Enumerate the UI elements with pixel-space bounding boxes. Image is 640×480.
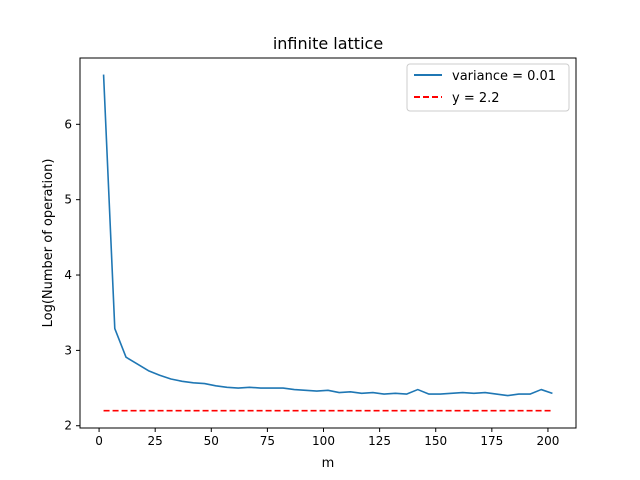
x-tick-label: 175: [480, 434, 503, 448]
x-tick-label: 50: [204, 434, 219, 448]
x-tick-label: 100: [312, 434, 335, 448]
x-tick-label: 200: [536, 434, 559, 448]
x-tick-label: 25: [148, 434, 163, 448]
y-tick-label: 2: [64, 419, 72, 433]
y-tick-label: 3: [64, 343, 72, 357]
y-axis-label: Log(Number of operation): [41, 159, 56, 328]
y-tick-label: 4: [64, 268, 72, 282]
chart-title: infinite lattice: [273, 34, 383, 53]
y-axis: 2 3 4 5 6: [64, 117, 80, 433]
plot-frame: [79, 57, 577, 429]
legend-label-variance: variance = 0.01: [452, 69, 556, 84]
x-axis-label: m: [322, 456, 335, 471]
x-tick-label: 75: [260, 434, 275, 448]
series-line-variance: [102, 74, 553, 397]
legend: variance = 0.01 y = 2.2: [406, 63, 570, 112]
x-tick-label: 0: [95, 434, 103, 448]
y-tick-label: 6: [64, 117, 72, 131]
plot-area: [102, 74, 553, 412]
x-tick-label: 150: [424, 434, 447, 448]
x-tick-label: 125: [368, 434, 391, 448]
x-axis: 0 25 50 75 100 125 150 175 200: [95, 428, 559, 448]
y-tick-label: 5: [64, 193, 72, 207]
legend-label-threshold: y = 2.2: [452, 91, 500, 106]
legend-box: [406, 63, 570, 112]
